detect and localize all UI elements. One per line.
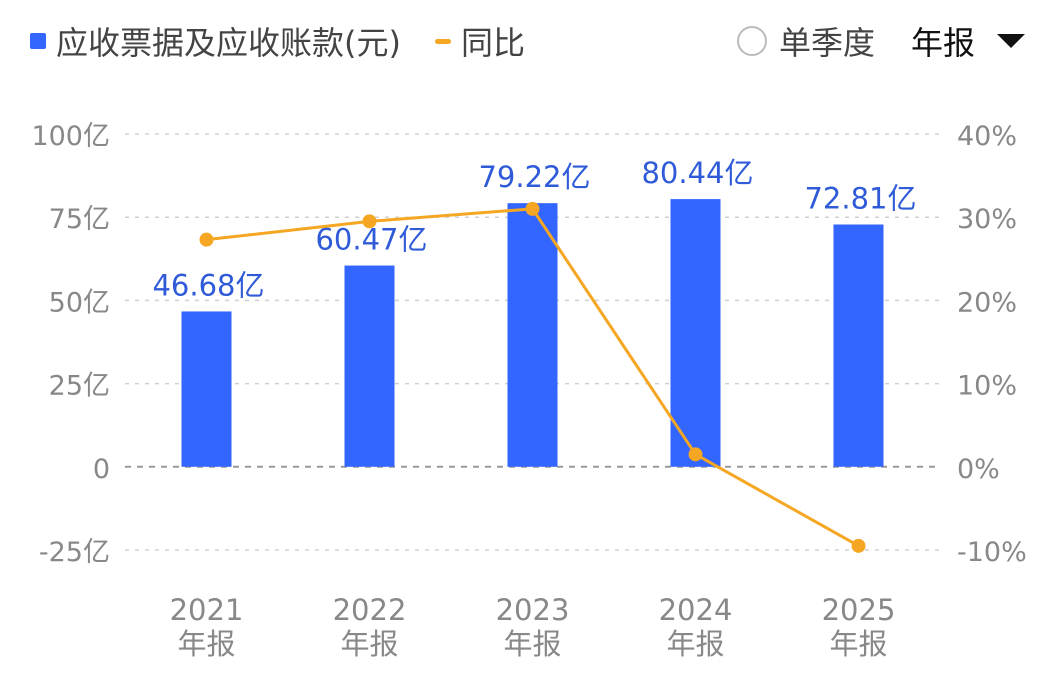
y-right-tick-label: 0% xyxy=(957,454,1000,485)
x-tick-label: 年报 xyxy=(666,627,724,661)
single-quarter-label: 单季度 xyxy=(778,24,875,62)
x-tick-label: 年报 xyxy=(177,627,235,661)
x-tick-label: 2021 xyxy=(170,593,244,627)
x-tick-label: 2025 xyxy=(822,593,896,627)
legend-line-label: 同比 xyxy=(460,24,525,62)
legend: 应收票据及应收账款(元) 同比 xyxy=(30,18,525,64)
bar-data-label: 80.44亿 xyxy=(641,156,753,190)
x-tick-label: 2024 xyxy=(659,593,733,627)
bar xyxy=(344,265,395,467)
y-left-tick-label: 0 xyxy=(93,454,110,485)
x-tick-label: 2023 xyxy=(496,593,570,627)
y-left-tick-label: 50亿 xyxy=(49,287,110,318)
bar xyxy=(670,199,721,467)
y-left-tick-label: 100亿 xyxy=(31,121,110,152)
bar-data-label: 72.81亿 xyxy=(804,181,916,215)
y-right-tick-label: -10% xyxy=(957,537,1027,568)
yoy-point xyxy=(199,232,214,247)
yoy-point xyxy=(688,447,703,462)
yoy-point xyxy=(362,214,377,229)
x-tick-label: 年报 xyxy=(829,627,887,661)
yoy-point xyxy=(525,201,540,216)
x-tick-label: 年报 xyxy=(503,627,561,661)
period-dropdown[interactable]: 年报 xyxy=(911,18,1025,64)
y-right-tick-label: 40% xyxy=(957,121,1017,152)
period-dropdown-label: 年报 xyxy=(910,24,975,62)
y-right-tick-label: 20% xyxy=(957,287,1017,318)
bar-data-label: 60.47亿 xyxy=(315,223,427,257)
legend-item-yoy[interactable]: 同比 xyxy=(434,18,525,64)
bar-data-label: 79.22亿 xyxy=(478,160,590,194)
y-left-tick-label: -25亿 xyxy=(39,537,110,568)
caret-down-icon xyxy=(997,34,1025,48)
y-right-tick-label: 10% xyxy=(957,371,1017,402)
legend-bar-swatch xyxy=(30,33,46,49)
legend-line-swatch xyxy=(434,38,451,44)
bar xyxy=(507,203,558,467)
single-quarter-toggle[interactable]: 单季度 xyxy=(736,18,875,64)
y-left-tick-label: 75亿 xyxy=(49,204,110,235)
bar xyxy=(833,224,884,467)
legend-item-receivables[interactable]: 应收票据及应收账款(元) xyxy=(30,18,401,64)
x-tick-label: 2022 xyxy=(333,593,407,627)
x-tick-label: 年报 xyxy=(340,627,398,661)
y-right-tick-label: 30% xyxy=(957,204,1017,235)
y-left-tick-label: 25亿 xyxy=(49,371,110,402)
chart-controls: 单季度 年报 xyxy=(736,18,1025,64)
bar-data-label: 46.68亿 xyxy=(152,268,264,302)
legend-bar-label: 应收票据及应收账款(元) xyxy=(56,24,401,62)
yoy-point xyxy=(851,538,866,553)
radio-icon[interactable] xyxy=(736,26,767,56)
bar xyxy=(181,311,232,467)
